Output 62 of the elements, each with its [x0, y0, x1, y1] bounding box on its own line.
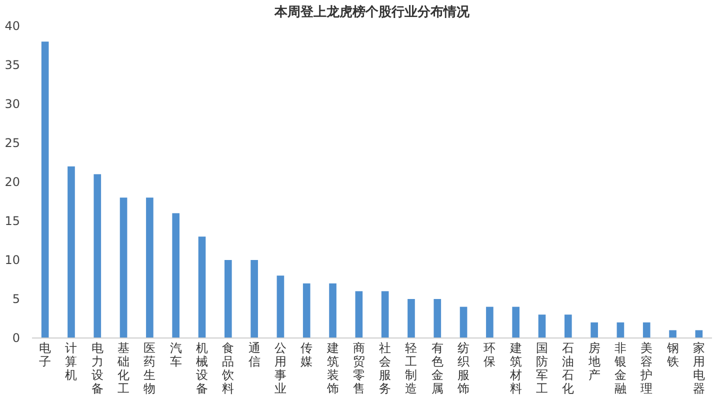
- bar: [172, 213, 180, 338]
- x-tick-label: 传媒: [300, 341, 313, 368]
- bar: [120, 198, 128, 338]
- x-tick-label: 有色金属: [431, 341, 444, 396]
- x-tick-label: 建筑材料: [508, 341, 522, 396]
- bar: [94, 174, 102, 338]
- x-tick-label: 轻工制造: [405, 341, 418, 396]
- bar: [512, 306, 520, 338]
- x-tick-label: 电力设备: [91, 341, 104, 396]
- bar: [250, 260, 258, 338]
- y-tick-label: 40: [4, 19, 20, 33]
- bar: [616, 322, 624, 338]
- x-tick-label: 机械设备: [196, 341, 208, 396]
- bar: [355, 291, 363, 338]
- x-tick-label: 美容护理: [640, 341, 653, 396]
- bar: [224, 260, 232, 338]
- y-tick-label: 35: [4, 58, 20, 72]
- x-tick-label: 石油石化: [562, 341, 574, 396]
- x-tick-label: 通信: [248, 341, 260, 368]
- y-tick-label: 15: [4, 214, 20, 228]
- x-tick-label: 社会服务: [379, 341, 392, 396]
- bar: [381, 291, 389, 338]
- y-tick-label: 30: [4, 97, 20, 111]
- bar: [486, 306, 494, 338]
- x-tick-label: 建筑装饰: [326, 341, 339, 396]
- bar: [329, 283, 336, 338]
- x-tick-label: 食品饮料: [221, 341, 234, 396]
- x-tick-label: 基础化工: [116, 341, 130, 396]
- y-tick-label: 10: [4, 253, 20, 267]
- x-tick-label: 电子: [39, 341, 52, 368]
- bar: [695, 330, 703, 338]
- x-tick-label: 医药生物: [144, 341, 156, 396]
- y-tick-label: 20: [4, 175, 20, 189]
- chart-title: 本周登上龙虎榜个股行业分布情况: [274, 4, 470, 20]
- bar: [564, 314, 572, 338]
- bar: [590, 322, 598, 338]
- bar: [276, 276, 284, 338]
- bar: [68, 166, 75, 338]
- bar: [460, 306, 468, 338]
- y-tick-label: 25: [4, 136, 20, 150]
- bar: [642, 322, 650, 338]
- x-tick-label: 纺织服饰: [456, 341, 470, 396]
- bar: [408, 299, 415, 338]
- bar: [41, 42, 49, 338]
- bar: [538, 314, 546, 338]
- y-tick-label: 5: [12, 292, 20, 306]
- x-tick-label: 房地产: [587, 341, 600, 382]
- bar: [669, 330, 676, 338]
- x-tick-label: 环保: [484, 341, 496, 368]
- x-tick-label: 计算机: [65, 341, 78, 382]
- bar: [434, 299, 442, 338]
- bar: [146, 198, 154, 338]
- x-tick-label: 国防军工: [536, 341, 548, 396]
- x-tick-label: 家用电器: [692, 341, 705, 396]
- x-tick-label: 公用事业: [274, 341, 286, 396]
- x-tick-label: 汽车: [170, 341, 182, 368]
- x-tick-label: 钢铁: [666, 341, 679, 368]
- bar: [302, 283, 310, 338]
- y-tick-label: 0: [12, 331, 20, 345]
- bar: [198, 236, 206, 338]
- x-tick-label: 非银金融: [613, 341, 626, 396]
- x-tick-label: 商贸零售: [352, 341, 365, 396]
